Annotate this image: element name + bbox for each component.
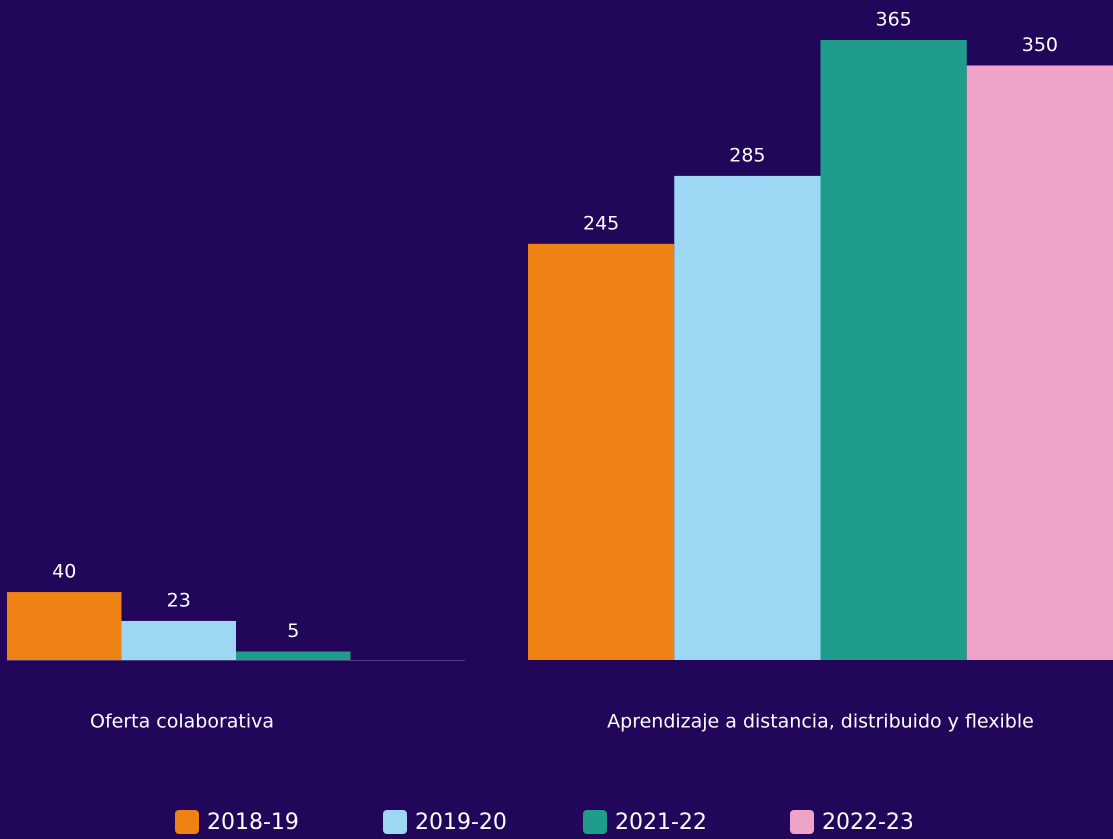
value-label: 5 bbox=[287, 620, 299, 642]
legend-swatch bbox=[175, 810, 199, 834]
legend-swatch bbox=[383, 810, 407, 834]
bar bbox=[820, 40, 967, 660]
bar bbox=[528, 243, 675, 660]
legend-label: 2022-23 bbox=[822, 810, 914, 835]
legend-swatch bbox=[790, 810, 814, 834]
value-label: 40 bbox=[52, 561, 76, 583]
x-tick-label: Aprendizaje a distancia, distribuido y f… bbox=[607, 711, 1034, 733]
value-label: 285 bbox=[729, 144, 765, 166]
value-label: 23 bbox=[167, 589, 191, 611]
bar bbox=[7, 592, 122, 660]
bar bbox=[121, 620, 236, 660]
bar bbox=[236, 651, 351, 660]
legend-label: 2019-20 bbox=[415, 810, 507, 835]
x-tick-label: Oferta colaborativa bbox=[90, 711, 274, 733]
value-label: 350 bbox=[1022, 34, 1058, 56]
bar bbox=[674, 175, 821, 660]
legend-label: 2021-22 bbox=[615, 810, 707, 835]
legend-swatch bbox=[583, 810, 607, 834]
legend-label: 2018-19 bbox=[207, 810, 299, 835]
bar bbox=[966, 65, 1113, 661]
value-label: 365 bbox=[875, 9, 911, 31]
value-label: 245 bbox=[583, 212, 619, 234]
